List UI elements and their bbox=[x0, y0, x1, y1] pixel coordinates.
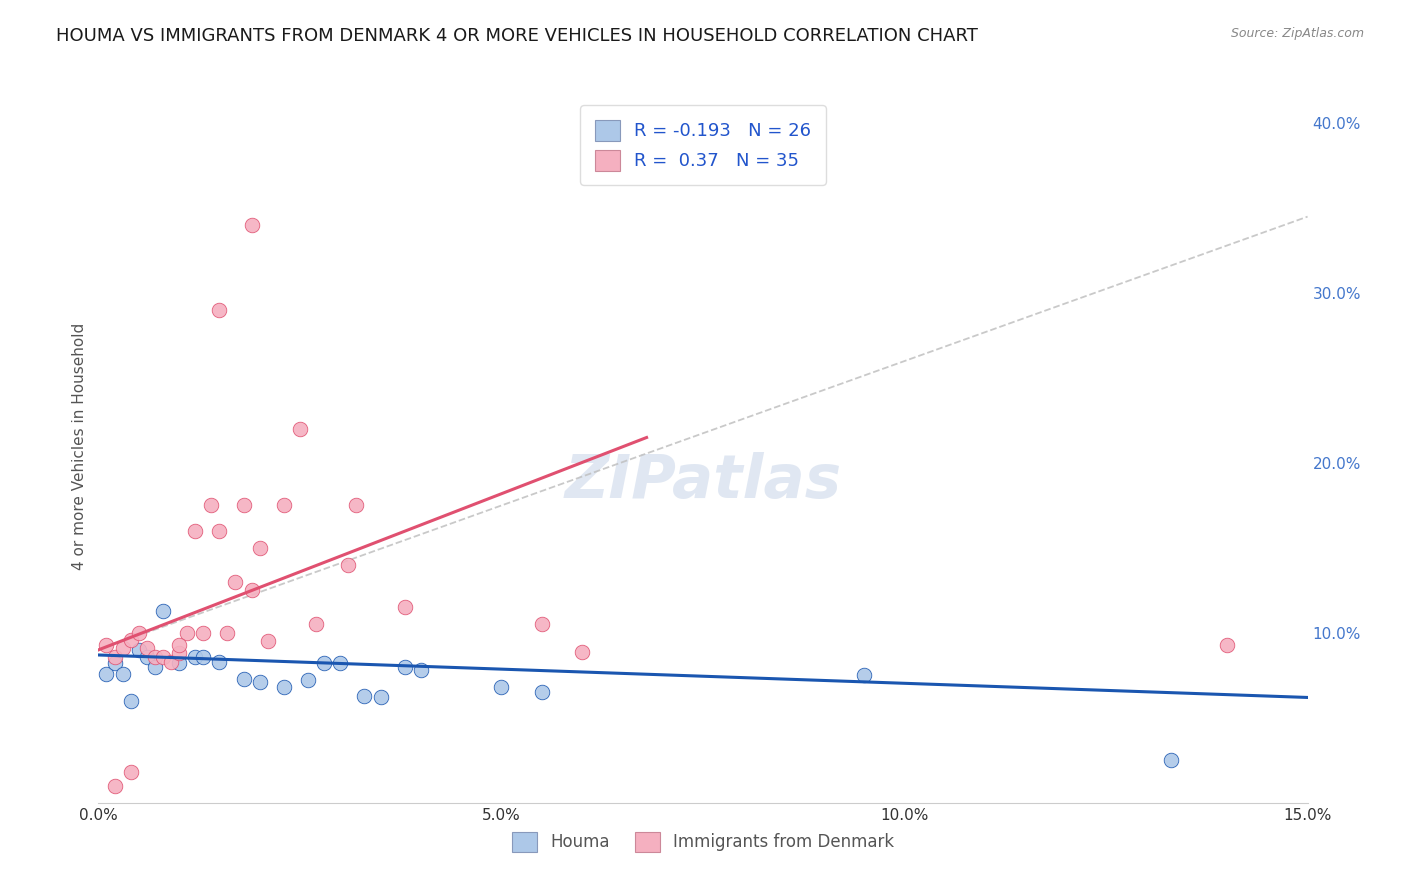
Point bbox=[1160, 753, 1182, 767]
Point bbox=[297, 673, 319, 688]
Point bbox=[208, 303, 231, 318]
Point bbox=[120, 765, 142, 780]
Point bbox=[96, 666, 118, 681]
Point bbox=[160, 655, 183, 669]
Point bbox=[96, 638, 118, 652]
Point bbox=[217, 626, 239, 640]
Point bbox=[491, 680, 513, 694]
Point bbox=[143, 649, 166, 664]
Point bbox=[111, 641, 134, 656]
Point bbox=[571, 644, 593, 658]
Point bbox=[394, 600, 416, 615]
Point bbox=[135, 649, 157, 664]
Point bbox=[240, 583, 263, 598]
Point bbox=[103, 649, 125, 664]
Point bbox=[353, 689, 375, 703]
Point bbox=[240, 218, 263, 232]
Point bbox=[409, 663, 432, 677]
Point bbox=[305, 617, 328, 632]
Point bbox=[184, 524, 207, 538]
Point bbox=[344, 499, 367, 513]
Point bbox=[120, 694, 142, 708]
Point bbox=[111, 666, 134, 681]
Point bbox=[273, 680, 295, 694]
Point bbox=[314, 657, 336, 671]
Point bbox=[1216, 638, 1239, 652]
Point bbox=[120, 632, 142, 647]
Point bbox=[530, 685, 553, 699]
Point bbox=[232, 499, 254, 513]
Text: Source: ZipAtlas.com: Source: ZipAtlas.com bbox=[1230, 27, 1364, 40]
Point bbox=[394, 660, 416, 674]
Point bbox=[530, 617, 553, 632]
Point bbox=[103, 657, 125, 671]
Point bbox=[143, 660, 166, 674]
Y-axis label: 4 or more Vehicles in Household: 4 or more Vehicles in Household bbox=[72, 322, 87, 570]
Point bbox=[249, 541, 271, 555]
Point bbox=[128, 643, 150, 657]
Point bbox=[193, 626, 215, 640]
Point bbox=[288, 422, 311, 436]
Point bbox=[224, 574, 246, 589]
Point bbox=[167, 657, 190, 671]
Point bbox=[200, 499, 222, 513]
Text: ZIPatlas: ZIPatlas bbox=[564, 452, 842, 511]
Point bbox=[184, 649, 207, 664]
Point bbox=[232, 672, 254, 686]
Point bbox=[176, 626, 198, 640]
Point bbox=[370, 690, 392, 705]
Point bbox=[128, 626, 150, 640]
Point bbox=[853, 668, 876, 682]
Point bbox=[337, 558, 360, 572]
Point bbox=[256, 634, 278, 648]
Point bbox=[152, 649, 174, 664]
Point bbox=[167, 638, 190, 652]
Point bbox=[103, 779, 125, 793]
Point bbox=[193, 649, 215, 664]
Point bbox=[152, 604, 174, 618]
Point bbox=[208, 524, 231, 538]
Legend: Houma, Immigrants from Denmark: Houma, Immigrants from Denmark bbox=[505, 825, 901, 859]
Point bbox=[208, 655, 231, 669]
Point bbox=[249, 675, 271, 690]
Point bbox=[167, 646, 190, 660]
Text: HOUMA VS IMMIGRANTS FROM DENMARK 4 OR MORE VEHICLES IN HOUSEHOLD CORRELATION CHA: HOUMA VS IMMIGRANTS FROM DENMARK 4 OR MO… bbox=[56, 27, 979, 45]
Point bbox=[273, 499, 295, 513]
Point bbox=[135, 641, 157, 656]
Point bbox=[329, 657, 352, 671]
